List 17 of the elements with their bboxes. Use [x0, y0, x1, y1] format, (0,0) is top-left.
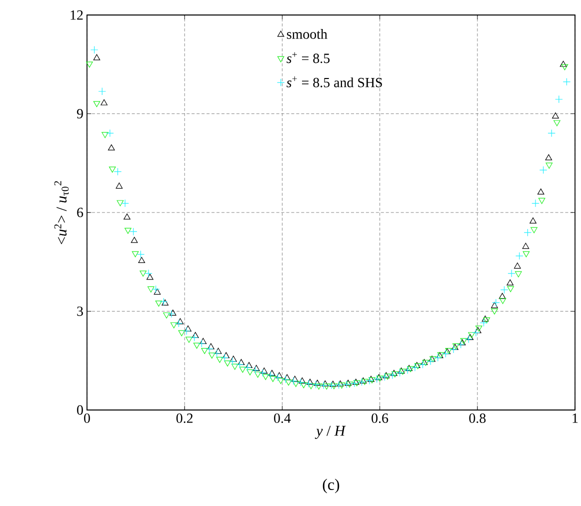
text: (c) [322, 478, 340, 494]
legend-label: s$^{+}$ = 8.5 [286, 52, 330, 64]
x-tick-label: 0 [84, 414, 90, 423]
y-axis-title: <u$^{2}$> / u$_{τ0}$2 [54, 181, 69, 244]
x-tick-label: 0.4 [274, 414, 291, 423]
y-tick-label: 12 [70, 10, 83, 20]
x-axis-title: y / H [314, 426, 346, 439]
x-tick-label: 0.6 [372, 414, 388, 423]
x-tick-label: 0.8 [469, 414, 486, 423]
y-tick-label: 6 [77, 208, 84, 218]
legend-label: s$^{+}$ = 8.5 and SHS [286, 76, 382, 88]
y-tick-label: 9 [76, 109, 83, 118]
x-tick-label: 1 [572, 414, 578, 423]
x-tick-label: 0.2 [176, 414, 193, 423]
y-tick-label: 3 [77, 306, 83, 316]
y-tick-label: 0 [77, 405, 83, 415]
legend-label: smooth [286, 29, 328, 39]
